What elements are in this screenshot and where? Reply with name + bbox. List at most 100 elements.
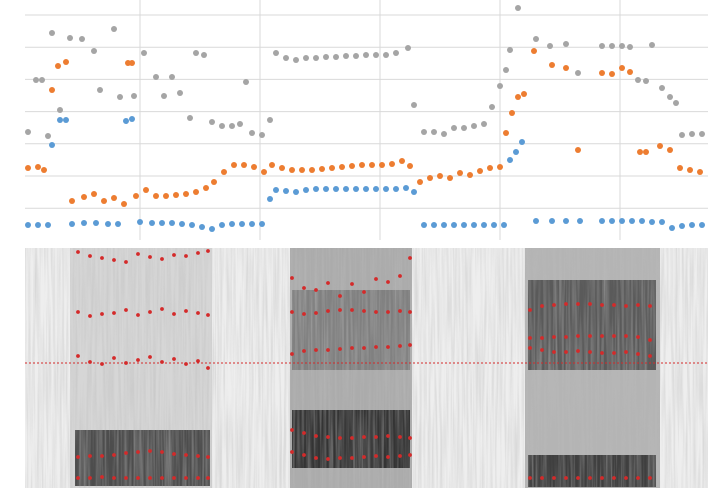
data-point (612, 334, 616, 338)
data-point (636, 476, 640, 480)
data-point (69, 198, 75, 204)
data-point (189, 222, 195, 228)
data-point (196, 454, 200, 458)
data-point (649, 219, 655, 225)
data-point (461, 222, 467, 228)
data-point (629, 218, 635, 224)
data-point (323, 54, 329, 60)
data-point (249, 221, 255, 227)
data-point (408, 256, 412, 260)
data-point (81, 220, 87, 226)
data-point (627, 69, 633, 75)
data-point (374, 345, 378, 349)
data-point (600, 303, 604, 307)
data-point (383, 186, 389, 192)
data-point (283, 55, 289, 61)
data-point (689, 222, 695, 228)
data-point (314, 434, 318, 438)
data-point (648, 354, 652, 358)
data-point (619, 65, 625, 71)
data-point (350, 308, 354, 312)
data-point (521, 91, 527, 97)
data-point (184, 309, 188, 313)
data-point (507, 157, 513, 163)
data-point (290, 310, 294, 314)
data-point (124, 451, 128, 455)
data-point (206, 313, 210, 317)
data-point (519, 139, 525, 145)
data-point (302, 349, 306, 353)
data-point (353, 53, 359, 59)
data-point (149, 220, 155, 226)
data-point (49, 30, 55, 36)
data-point (547, 43, 553, 49)
data-point (129, 60, 135, 66)
data-point (379, 162, 385, 168)
data-point (163, 193, 169, 199)
data-point (643, 78, 649, 84)
data-point (673, 100, 679, 106)
data-point (172, 253, 176, 257)
data-point (549, 62, 555, 68)
data-point (637, 149, 643, 155)
data-point (203, 185, 209, 191)
data-point (184, 254, 188, 258)
data-point (636, 303, 640, 307)
data-point (153, 74, 159, 80)
data-point (533, 36, 539, 42)
data-point (326, 435, 330, 439)
data-point (549, 218, 555, 224)
data-point (100, 256, 104, 260)
data-point (576, 476, 580, 480)
data-point (588, 476, 592, 480)
data-point (677, 165, 683, 171)
data-point (299, 167, 305, 173)
data-point (124, 476, 128, 480)
data-point (619, 43, 625, 49)
data-point (588, 350, 592, 354)
data-point (528, 476, 532, 480)
data-point (343, 186, 349, 192)
data-point (133, 193, 139, 199)
data-point (639, 218, 645, 224)
data-point (111, 195, 117, 201)
data-point (497, 164, 503, 170)
data-point (124, 308, 128, 312)
data-point (528, 336, 532, 340)
data-point (137, 219, 143, 225)
data-point (112, 476, 116, 480)
data-point (373, 186, 379, 192)
data-point (667, 147, 673, 153)
data-point (160, 257, 164, 261)
data-point (576, 334, 580, 338)
data-point (503, 67, 509, 73)
data-point (507, 47, 513, 53)
data-point (211, 179, 217, 185)
data-point (471, 222, 477, 228)
data-point (374, 454, 378, 458)
data-point (123, 118, 129, 124)
data-point (117, 94, 123, 100)
data-point (55, 63, 61, 69)
data-point (648, 476, 652, 480)
data-point (408, 453, 412, 457)
data-point (283, 188, 289, 194)
data-point (206, 476, 210, 480)
data-point (169, 74, 175, 80)
data-point (383, 52, 389, 58)
data-point (326, 348, 330, 352)
data-point (636, 352, 640, 356)
data-point (343, 53, 349, 59)
data-point (481, 222, 487, 228)
data-point (487, 165, 493, 171)
data-point (624, 350, 628, 354)
data-point (209, 119, 215, 125)
data-point (196, 251, 200, 255)
data-point (421, 129, 427, 135)
data-point (259, 221, 265, 227)
data-point (563, 41, 569, 47)
data-point (624, 334, 628, 338)
data-point (173, 192, 179, 198)
data-point (338, 294, 342, 298)
data-point (576, 302, 580, 306)
